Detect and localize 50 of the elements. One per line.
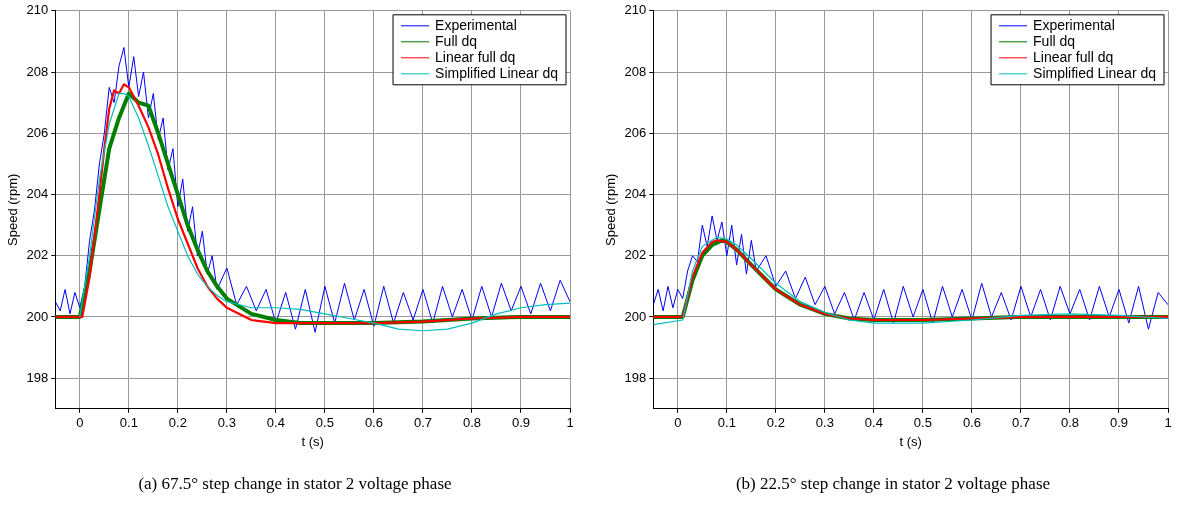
legend-label: Linear full dq xyxy=(1033,48,1114,65)
y-tick-label: 200 xyxy=(26,308,49,324)
legend-label: Full dq xyxy=(1033,32,1076,49)
x-tick-label: 0.2 xyxy=(766,415,785,431)
x-tick-label: 0 xyxy=(76,415,84,431)
text: (a) 67.5° step change in stator 2 voltage phase xyxy=(137,474,453,494)
legend-label: Experimental xyxy=(435,16,517,33)
legend-label: Experimental xyxy=(1033,16,1115,33)
x-tick-label: 0.4 xyxy=(266,415,285,431)
y-tick-label: 208 xyxy=(26,63,49,79)
y-tick-label: 200 xyxy=(624,308,647,324)
x-axis-title: t (s) xyxy=(899,433,922,449)
x-tick-label: 0.1 xyxy=(717,415,736,431)
y-tick-label: 204 xyxy=(624,186,647,202)
x-axis-title: t (s) xyxy=(301,433,324,449)
x-tick-label: 0.2 xyxy=(168,415,187,431)
y-axis-title: Speed (rpm) xyxy=(603,173,619,246)
x-tick-label: 0.9 xyxy=(1109,415,1129,431)
y-axis-title: Speed (rpm) xyxy=(5,173,21,246)
x-tick-label: 0.8 xyxy=(1060,415,1079,431)
y-tick-label: 206 xyxy=(624,124,647,140)
y-tick-label: 208 xyxy=(624,63,647,79)
legend-label: Full dq xyxy=(435,32,478,49)
x-tick-label: 0.3 xyxy=(815,415,834,431)
legend-label: Linear full dq xyxy=(435,48,516,65)
y-tick-label: 198 xyxy=(26,369,49,385)
y-tick-label: 202 xyxy=(26,247,49,263)
x-tick-label: 0.1 xyxy=(119,415,138,431)
x-tick-label: 0.3 xyxy=(217,415,236,431)
x-tick-label: 1 xyxy=(1164,415,1172,431)
y-tick-label: 210 xyxy=(26,2,49,18)
x-tick-label: 1 xyxy=(566,415,574,431)
legend-label: Simplified Linear dq xyxy=(435,64,559,81)
x-tick-label: 0.7 xyxy=(1011,415,1030,431)
y-tick-label: 206 xyxy=(26,124,49,140)
x-tick-label: 0.6 xyxy=(364,415,383,431)
legend-label: Simplified Linear dq xyxy=(1033,64,1157,81)
x-tick-label: 0.4 xyxy=(864,415,883,431)
y-tick-label: 202 xyxy=(624,247,647,263)
x-tick-label: 0.5 xyxy=(315,415,334,431)
x-tick-label: 0 xyxy=(674,415,682,431)
y-tick-label: 198 xyxy=(624,369,647,385)
x-tick-label: 0.7 xyxy=(413,415,432,431)
x-tick-label: 0.9 xyxy=(511,415,531,431)
text: (b) 22.5° step change in stator 2 voltage phase xyxy=(734,474,1052,494)
x-tick-label: 0.6 xyxy=(962,415,981,431)
x-tick-label: 0.5 xyxy=(913,415,932,431)
y-tick-label: 210 xyxy=(624,2,647,18)
y-tick-label: 204 xyxy=(26,186,49,202)
x-tick-label: 0.8 xyxy=(462,415,481,431)
